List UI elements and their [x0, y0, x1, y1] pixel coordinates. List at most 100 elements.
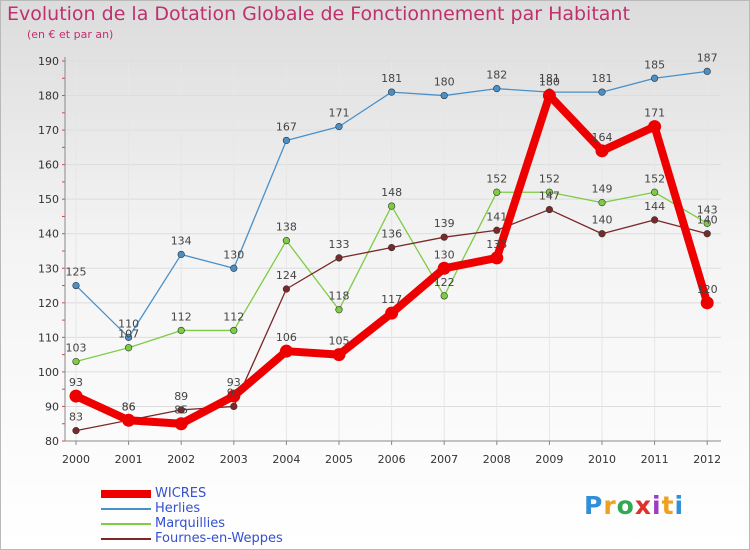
legend-swatch	[101, 538, 151, 540]
data-point-wicres	[227, 389, 241, 403]
data-label-fournes-en-weppes: 147	[539, 190, 560, 203]
data-label-marquillies: 138	[276, 221, 297, 234]
data-point-marquillies	[388, 202, 396, 210]
data-point-marquillies	[335, 306, 343, 314]
x-tick-label: 2003	[220, 453, 248, 466]
data-label-marquillies: 103	[66, 342, 87, 355]
data-label-herlies: 134	[171, 234, 192, 247]
x-tick-label: 2002	[167, 453, 195, 466]
data-point-wicres	[279, 344, 293, 358]
logo-letter: x	[634, 491, 652, 520]
data-point-wicres	[122, 413, 136, 427]
data-point-herlies	[335, 123, 343, 131]
x-tick-label: 2005	[325, 453, 353, 466]
x-tick-label: 2010	[588, 453, 616, 466]
data-point-wicres	[648, 120, 662, 134]
data-point-marquillies	[493, 188, 501, 196]
data-point-marquillies	[72, 357, 80, 366]
grid-layer	[65, 60, 721, 442]
logo-letter: o	[616, 491, 635, 520]
data-label-fournes-en-weppes: 141	[486, 210, 507, 223]
data-point-herlies	[493, 85, 501, 93]
data-label-marquillies: 112	[223, 310, 244, 323]
data-label-marquillies: 152	[539, 172, 560, 185]
data-point-herlies	[388, 88, 396, 96]
x-tick-label: 2001	[115, 453, 143, 466]
legend-label: Herlies	[155, 501, 201, 516]
data-label-herlies: 182	[486, 69, 507, 82]
data-point-herlies	[177, 250, 185, 259]
data-label-fournes-en-weppes: 140	[592, 214, 613, 227]
data-label-fournes-en-weppes: 139	[434, 217, 455, 230]
chart-subtitle: (en € et par an)	[27, 28, 114, 41]
data-point-fournes-en-weppes	[282, 285, 291, 293]
data-label-herlies: 181	[592, 72, 613, 85]
data-point-wicres	[542, 89, 556, 103]
data-point-marquillies	[545, 188, 554, 196]
series-layer	[69, 67, 714, 435]
data-point-herlies	[703, 67, 711, 75]
data-point-herlies	[440, 91, 448, 100]
data-label-herlies: 125	[66, 266, 87, 279]
y-tick-label: 180	[38, 90, 59, 103]
y-tick-label: 190	[38, 55, 59, 68]
legend-swatch	[101, 490, 151, 498]
y-tick-label: 170	[38, 124, 59, 137]
data-label-fournes-en-weppes: 90	[227, 386, 241, 399]
data-point-marquillies	[177, 326, 185, 335]
y-tick-label: 150	[38, 193, 59, 206]
data-point-herlies	[282, 136, 291, 145]
data-label-wicres: 171	[644, 107, 665, 120]
data-label-marquillies: 149	[592, 183, 613, 196]
data-point-wicres	[490, 251, 504, 265]
data-label-fournes-en-weppes: 140	[697, 214, 718, 227]
data-point-wicres	[700, 296, 714, 310]
data-point-herlies	[230, 264, 238, 272]
data-label-herlies: 171	[329, 107, 350, 120]
data-point-marquillies	[440, 292, 448, 300]
data-point-marquillies	[282, 237, 291, 245]
data-label-herlies: 185	[644, 58, 665, 71]
data-point-fournes-en-weppes	[177, 406, 185, 414]
data-point-fournes-en-weppes	[493, 226, 501, 234]
y-tick-label: 140	[38, 228, 59, 241]
data-label-marquillies: 143	[697, 203, 718, 216]
data-point-wicres	[174, 417, 188, 431]
data-label-wicres: 85	[174, 404, 188, 417]
data-label-herlies: 181	[539, 72, 560, 85]
data-point-marquillies	[230, 326, 238, 335]
data-label-marquillies: 148	[381, 186, 402, 199]
data-label-wicres: 105	[329, 335, 350, 348]
data-label-wicres: 180	[539, 76, 560, 89]
data-label-wicres: 133	[486, 238, 507, 251]
data-point-fournes-en-weppes	[598, 230, 606, 238]
data-label-marquillies: 152	[486, 172, 507, 185]
data-point-marquillies	[650, 188, 659, 196]
data-point-fournes-en-weppes	[703, 230, 711, 238]
data-label-marquillies: 152	[644, 172, 665, 185]
data-point-marquillies	[598, 199, 606, 207]
data-label-herlies: 167	[276, 120, 297, 133]
logo-letter: t	[661, 491, 675, 520]
data-label-marquillies: 112	[171, 310, 192, 323]
x-tick-label: 2006	[378, 453, 406, 466]
data-label-wicres: 130	[434, 248, 455, 261]
data-label-herlies: 187	[697, 51, 718, 64]
data-point-wicres	[385, 306, 399, 320]
proxiti-logo: Proxiti	[584, 491, 684, 520]
y-tick-label: 90	[45, 400, 59, 413]
logo-letter: P	[584, 491, 604, 520]
x-tick-label: 2011	[641, 453, 669, 466]
data-point-fournes-en-weppes	[72, 427, 80, 435]
y-tick-label: 110	[38, 331, 59, 344]
data-label-wicres: 93	[227, 376, 241, 389]
y-tick-label: 160	[38, 159, 59, 172]
legend-swatch	[101, 508, 151, 510]
data-point-wicres	[595, 144, 609, 158]
data-point-fournes-en-weppes	[545, 205, 554, 214]
data-label-fournes-en-weppes: 144	[644, 200, 665, 213]
data-label-fournes-en-weppes: 83	[69, 411, 83, 424]
